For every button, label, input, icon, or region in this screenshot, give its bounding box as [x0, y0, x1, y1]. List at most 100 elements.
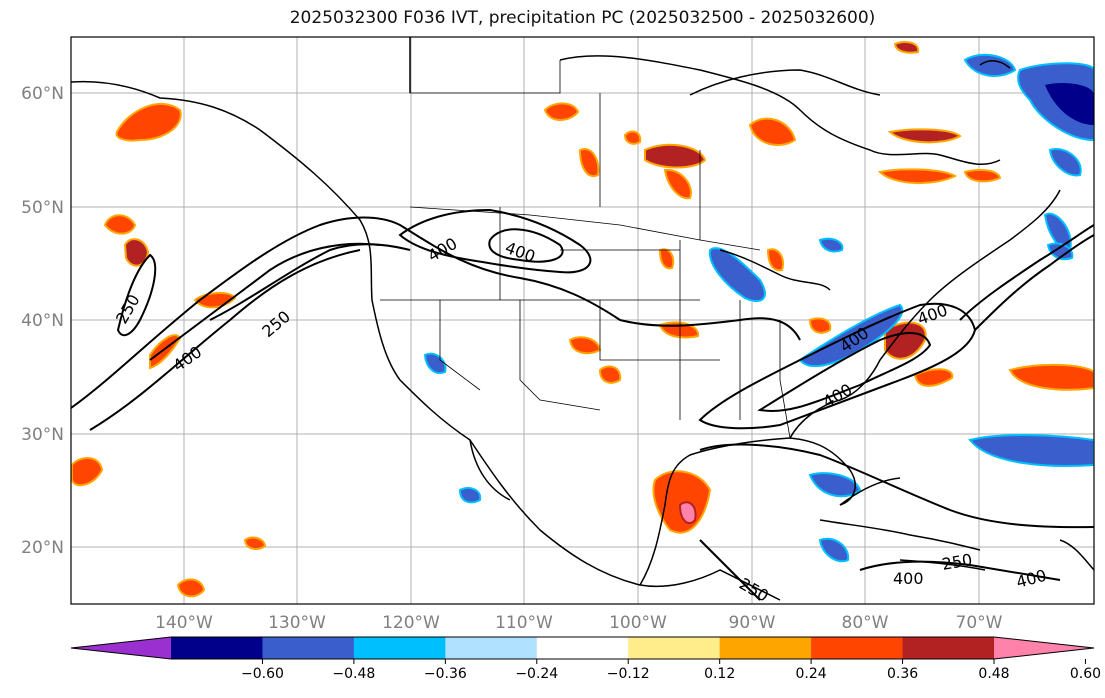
- precip-positive-area: [663, 168, 692, 200]
- contour-labels: 250 250 400 400 400 400 400 400 400 400 …: [112, 234, 1049, 606]
- colorbar-tick-label: −0.24: [515, 666, 558, 682]
- colorbar-segment: [445, 637, 538, 659]
- precip-positive-area: [176, 578, 206, 598]
- colorbar-tick-label: 0.48: [978, 666, 1009, 682]
- ivt-contour-400: [149, 242, 381, 361]
- colorbar-segment: [628, 637, 721, 659]
- colorbar: [70, 636, 1095, 664]
- contour-label: 400: [425, 234, 461, 266]
- grid-lines: [71, 37, 1094, 604]
- colorbar-tick-label: 0.24: [796, 666, 827, 682]
- precip-positive-area: [893, 41, 920, 54]
- lon-label: 110°W: [495, 613, 553, 633]
- contour-label: 400: [503, 238, 538, 266]
- precip-negative-area: [818, 237, 844, 253]
- precip-positive-area: [887, 128, 962, 144]
- colorbar-segment: [902, 637, 995, 659]
- map-title: 2025032300 F036 IVT, precipitation PC (2…: [289, 8, 876, 28]
- lat-label: 60°N: [21, 84, 64, 104]
- precip-negative-area: [808, 472, 862, 498]
- lat-label: 30°N: [21, 425, 64, 445]
- contour-label: 250: [258, 307, 294, 341]
- ivt-contour-400: [89, 249, 361, 431]
- coastlines-borders: [71, 37, 1094, 601]
- colorbar-tick-label: 0.12: [704, 666, 735, 682]
- ivt-contour-400: [699, 539, 761, 601]
- ivt-contour-250: [974, 234, 1094, 331]
- colorbar-segment: [719, 637, 812, 659]
- colorbar-outline: [70, 636, 1095, 660]
- state-borders: [380, 60, 791, 439]
- colorbar-tick-label: −0.48: [332, 666, 375, 682]
- ivt-contour-250: [959, 224, 1094, 321]
- precip-positive-area: [623, 130, 642, 145]
- precip-negative-area: [818, 537, 850, 563]
- colorbar-tick-label: −0.12: [607, 666, 650, 682]
- precip-negative-area: [423, 352, 447, 374]
- lon-label: 70°W: [956, 613, 1003, 633]
- ivt-contour-250: [116, 253, 157, 337]
- precip-positive-area: [658, 248, 675, 270]
- lon-label: 90°W: [729, 613, 776, 633]
- ivt-contour-400: [488, 228, 564, 263]
- precip-positive-area: [71, 457, 104, 487]
- lon-label: 130°W: [268, 613, 326, 633]
- ivt-contour-400: [757, 332, 932, 412]
- colorbar-tick-label: 0.36: [887, 666, 918, 682]
- lat-label: 50°N: [21, 198, 64, 218]
- lat-label: 20°N: [21, 538, 64, 558]
- precip-positive-area: [243, 536, 267, 550]
- lon-label: 80°W: [842, 613, 889, 633]
- precip-negative-area: [1045, 83, 1094, 125]
- precip-positive-area: [644, 143, 707, 169]
- contour-label: 250: [940, 550, 973, 574]
- ivt-contour-250: [209, 243, 411, 321]
- precip-positive-area: [568, 336, 602, 355]
- colorbar-extend-min: [71, 637, 171, 659]
- precip-positive-area: [678, 501, 697, 525]
- precip-positive-area: [115, 102, 182, 142]
- colorbar-tick-label: −0.36: [424, 666, 467, 682]
- contour-label: 400: [1014, 566, 1048, 592]
- precip-negative-area: [458, 487, 482, 504]
- precip-negative-area: [968, 434, 1094, 467]
- precip-positive-area: [1008, 363, 1094, 391]
- colorbar-segment: [811, 637, 904, 659]
- ivt-contour-400: [859, 560, 1061, 581]
- ivt-contour-250: [699, 443, 1094, 529]
- colorbar-tick-label: 0.60: [1070, 666, 1101, 682]
- precip-positive-area: [543, 102, 580, 121]
- lat-label: 40°N: [21, 311, 64, 331]
- ivt-contours: [71, 208, 1094, 601]
- lon-label: 100°W: [609, 613, 667, 633]
- colorbar-tick-labels: −0.60 −0.48 −0.36 −0.24 −0.12 0.12 0.24 0.36 0.4…: [241, 666, 1101, 682]
- precip-positive-area: [877, 168, 958, 184]
- latitude-labels: 60°N 50°N 40°N 30°N 20°N: [21, 84, 64, 558]
- colorbar-segment: [353, 637, 446, 659]
- contour-label: 400: [893, 569, 924, 588]
- precip-positive-area: [748, 117, 797, 146]
- longitude-labels: 140°W 130°W 120°W 110°W 100°W 90°W 80°W …: [155, 613, 1003, 633]
- colorbar-segment: [262, 637, 355, 659]
- precip-negative-area: [708, 247, 766, 302]
- precip-positive-area: [103, 214, 137, 235]
- precip-positive-area: [598, 365, 622, 384]
- ivt-contour-400: [398, 208, 592, 274]
- precip-positive-area: [808, 317, 832, 334]
- lon-label: 120°W: [382, 613, 440, 633]
- colorbar-segment: [536, 637, 629, 659]
- colorbar-segment: [171, 637, 263, 659]
- precip-negative-area: [963, 53, 1017, 77]
- precip-positive-area: [123, 238, 150, 267]
- precip-positive-area: [913, 368, 954, 387]
- precip-positive-area: [766, 248, 784, 272]
- map-frame: [70, 36, 1095, 605]
- colorbar-tick-label: −0.60: [241, 666, 284, 682]
- precip-negative-area: [1048, 148, 1082, 177]
- ivt-contour-250: [71, 216, 801, 409]
- precip-positive-area: [578, 148, 600, 178]
- colorbar-extend-max: [994, 637, 1094, 659]
- precip-positive-area: [963, 169, 1002, 183]
- lon-label: 140°W: [155, 613, 213, 633]
